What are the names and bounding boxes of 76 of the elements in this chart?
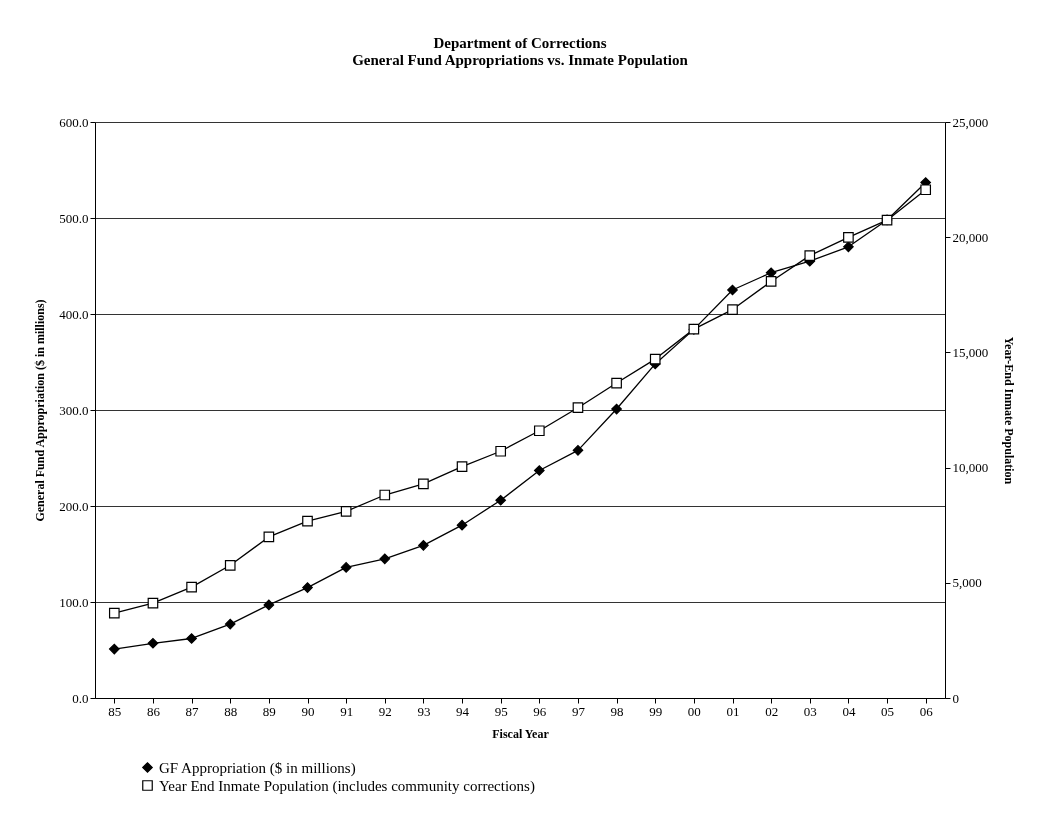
point	[379, 553, 391, 565]
point	[186, 633, 197, 644]
x-tick-label: 88	[224, 703, 238, 719]
x-tick-label: 00	[687, 703, 701, 719]
point	[804, 250, 816, 261]
point	[340, 562, 352, 573]
point	[456, 519, 468, 531]
x-tick-label: 97	[571, 703, 586, 719]
x-tick-label: 91	[340, 703, 354, 719]
chart-title: Department of Corrections General Fund Appropriations vs. Inmate Population	[352, 35, 689, 68]
x-tick-label: 93	[417, 703, 431, 719]
x-tick-label: 87	[185, 703, 200, 719]
point	[495, 494, 507, 506]
point	[727, 304, 738, 315]
legend-label: Year End Inmate Population (includes community corrections)	[159, 777, 535, 795]
y-axis-title: General Fund Appropriation ($ in millions)	[33, 299, 48, 522]
point	[418, 540, 429, 551]
y2-axis-title: Year-End Inmate Population	[1002, 336, 1017, 485]
point	[108, 643, 120, 655]
point	[843, 241, 854, 253]
x-tick-label: 98	[610, 703, 624, 719]
x-tick-label: 01	[726, 703, 740, 719]
x-tick-label: 03	[803, 703, 817, 719]
point	[456, 461, 468, 473]
x-tick-label: 96	[533, 703, 547, 719]
x-axis-title: Fiscal Year	[492, 726, 550, 741]
point	[224, 559, 236, 571]
point	[843, 232, 854, 243]
point	[186, 581, 197, 593]
x-tick-label: 94	[456, 703, 470, 719]
x-tick-label: 05	[881, 703, 895, 719]
point	[495, 445, 507, 457]
point	[533, 425, 545, 437]
point	[263, 599, 275, 611]
point	[418, 478, 429, 490]
x-tick-label: 86	[146, 703, 161, 719]
x-tick-label: 90	[301, 703, 315, 719]
point	[611, 403, 622, 415]
point	[340, 506, 352, 517]
point	[224, 618, 236, 630]
point	[147, 637, 159, 649]
x-tick-label: 92	[378, 703, 392, 719]
point	[263, 531, 275, 543]
x-tick-label: 04	[842, 703, 856, 719]
point	[533, 465, 545, 476]
point	[765, 276, 777, 287]
point	[302, 515, 313, 527]
x-tick-label: 02	[765, 703, 779, 719]
point	[302, 582, 313, 593]
y2-tick-label: 10,000	[952, 460, 989, 476]
y2-tick-label: 0	[952, 690, 959, 706]
x-tick-label: 99	[649, 703, 663, 719]
x-tick-label: 89	[262, 703, 276, 719]
y2-tick-label: 15,000	[952, 344, 989, 360]
y2-tick-label: 5,000	[952, 575, 982, 591]
point	[572, 444, 584, 456]
point	[611, 377, 622, 389]
legend-label: GF Appropriation ($ in millions)	[159, 759, 356, 777]
y2-tick-label: 25,000	[952, 114, 989, 130]
point	[920, 184, 932, 196]
point	[727, 284, 738, 296]
x-tick-label: 95	[494, 703, 508, 719]
y-tick-label: 400.0	[59, 306, 89, 322]
y-tick-label: 600.0	[59, 114, 89, 130]
y-tick-label: 500.0	[59, 210, 89, 226]
y-tick-label: 300.0	[59, 402, 89, 418]
x-tick-label: 85	[108, 703, 122, 719]
y-tick-label: 200.0	[59, 498, 89, 514]
y-tick-label: 0.0	[72, 690, 89, 706]
x-tick-label: 06	[919, 703, 934, 719]
point	[572, 402, 584, 414]
point	[108, 607, 120, 619]
point	[379, 489, 391, 501]
y2-tick-label: 20,000	[952, 229, 989, 245]
point	[649, 353, 661, 365]
y-tick-label: 100.0	[59, 594, 89, 610]
